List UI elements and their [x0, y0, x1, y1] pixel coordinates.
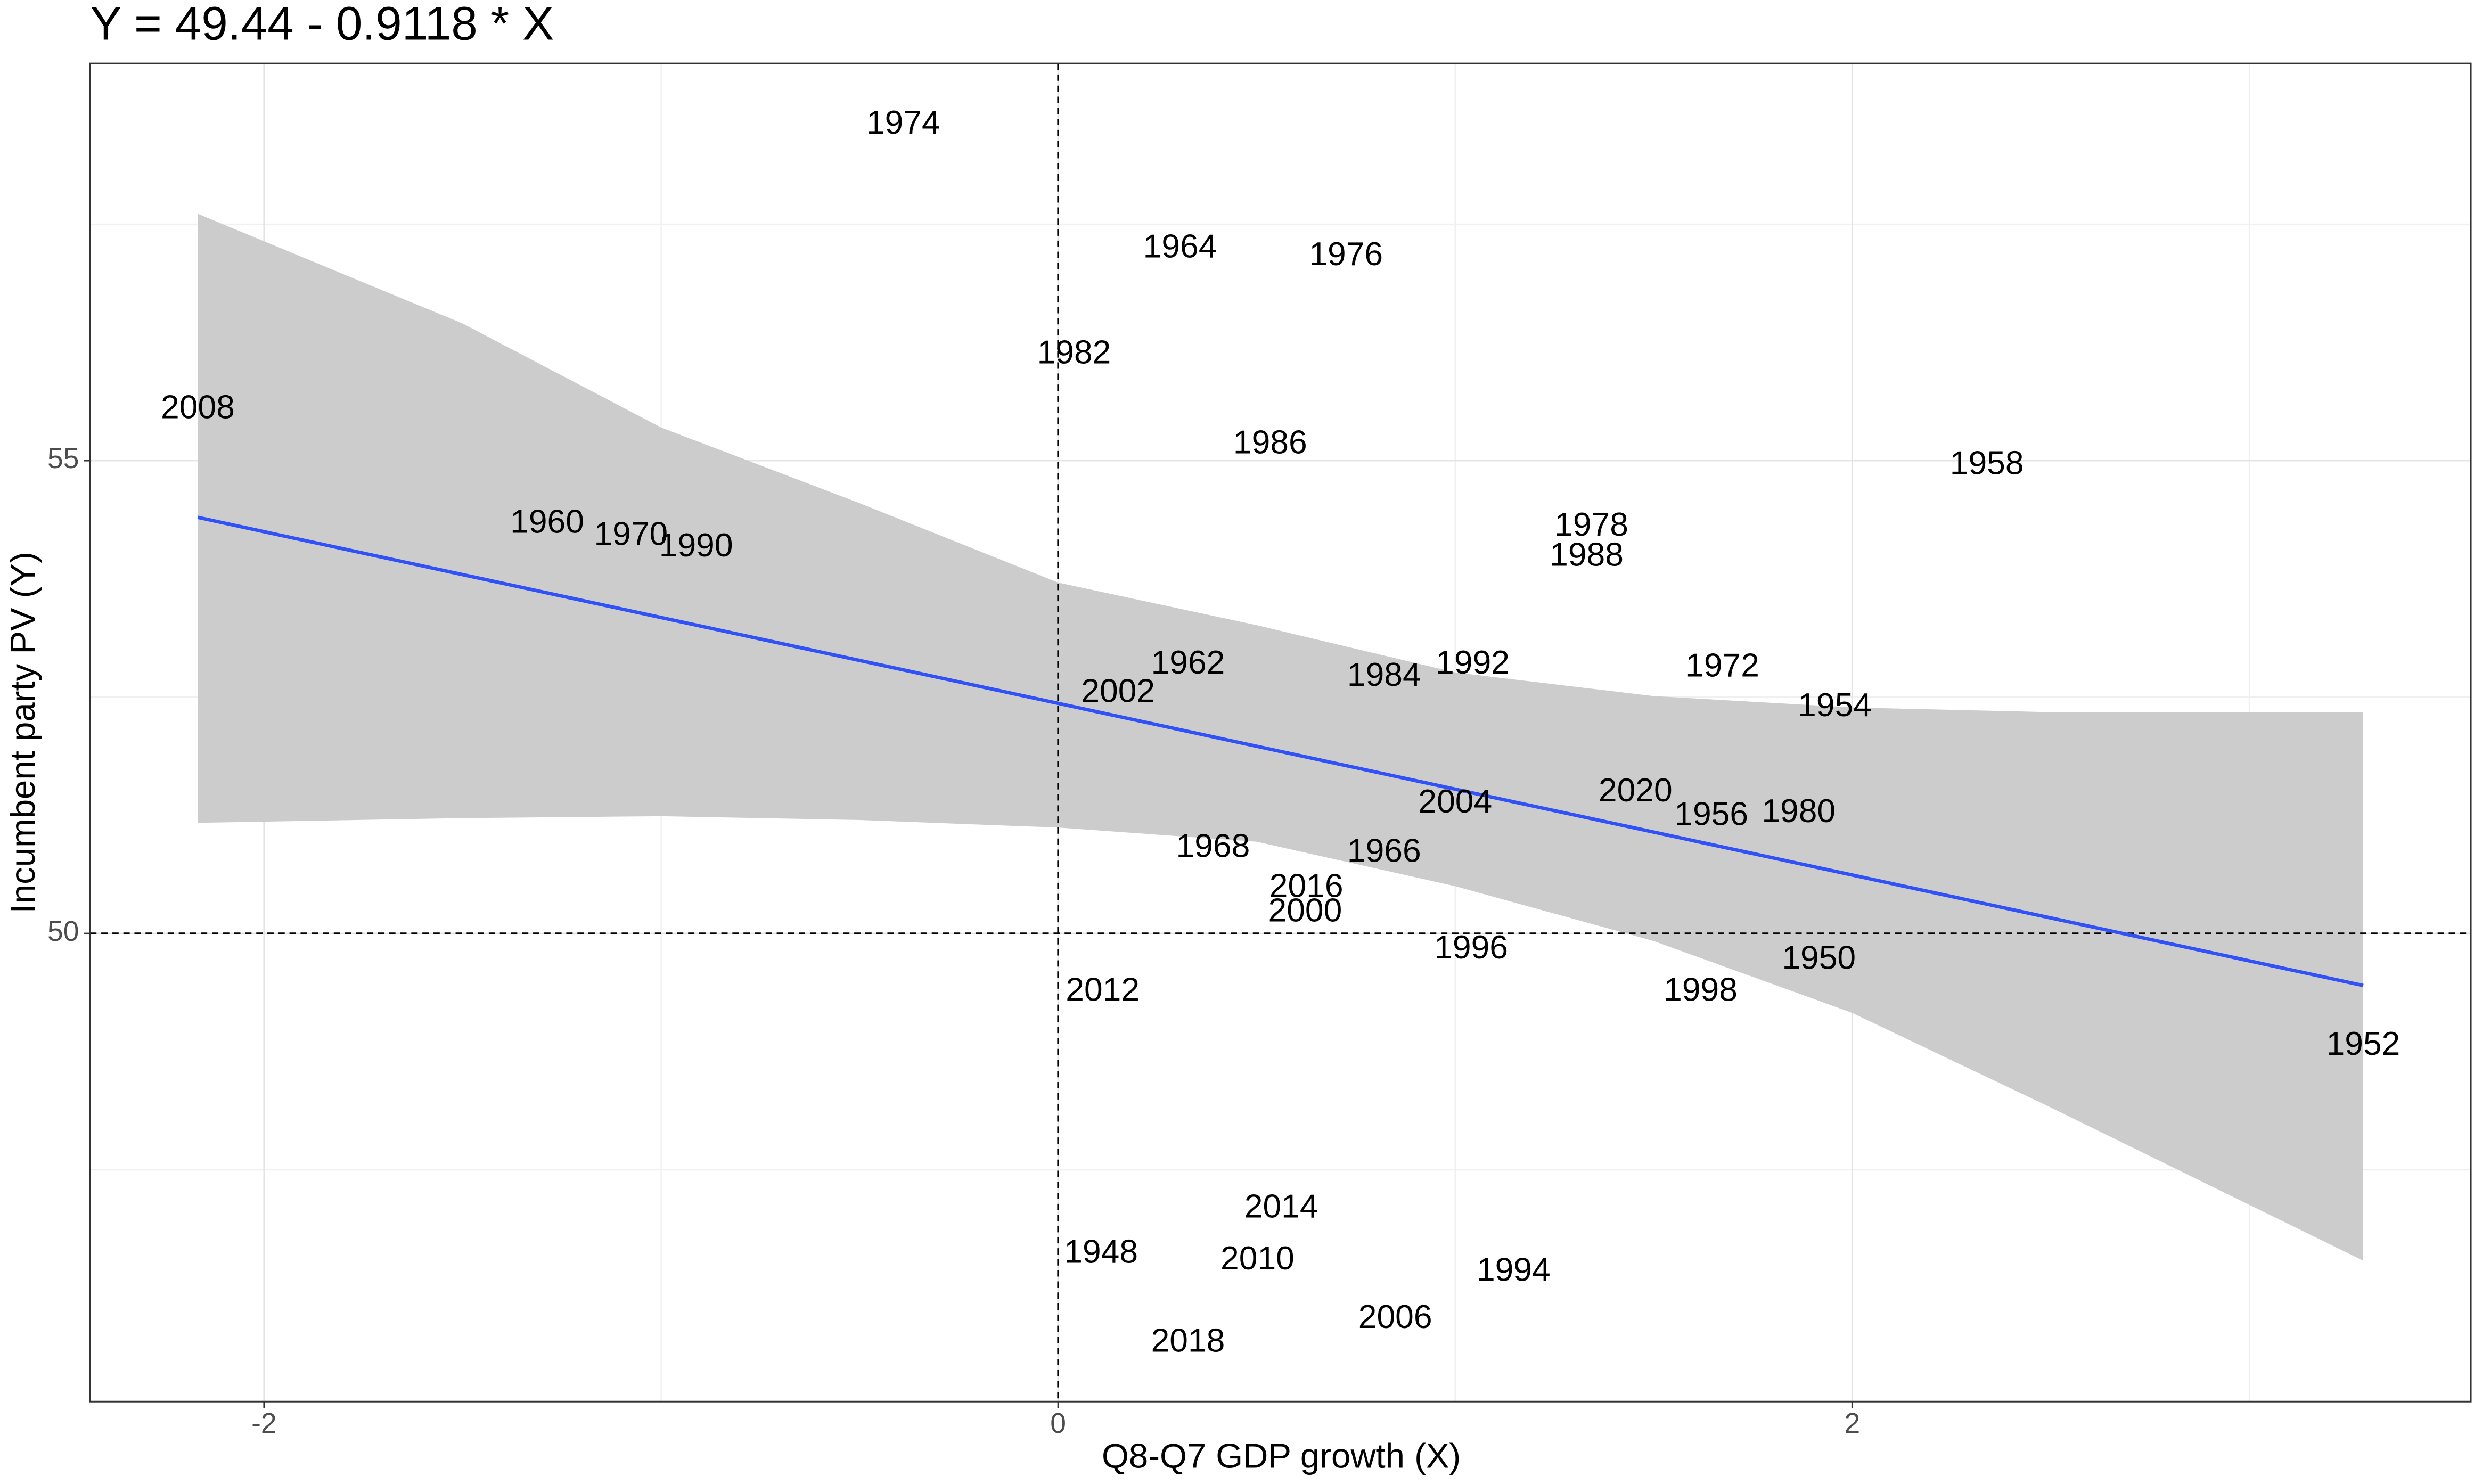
point-label: 1966	[1347, 833, 1421, 870]
x-axis-title: Q8-Q7 GDP growth (X)	[1102, 1436, 1461, 1475]
point-label: 1970	[594, 516, 668, 553]
point-label: 2004	[1418, 783, 1492, 820]
point-label: 1980	[1762, 793, 1836, 830]
point-label: 2008	[161, 389, 235, 426]
point-label: 1948	[1064, 1234, 1138, 1270]
y-tick-label: 50	[47, 916, 79, 947]
point-label: 2012	[1066, 972, 1140, 1009]
point-label: 2020	[1599, 772, 1673, 809]
point-label: 1954	[1798, 687, 1872, 724]
point-label: 2002	[1081, 673, 1155, 709]
point-label: 1992	[1436, 644, 1510, 681]
point-label: 1976	[1309, 236, 1383, 273]
point-label: 2014	[1244, 1188, 1318, 1225]
point-label: 2010	[1220, 1240, 1295, 1277]
point-label: 1982	[1037, 334, 1111, 371]
point-label: 1972	[1685, 647, 1759, 684]
point-label: 1962	[1151, 644, 1225, 681]
point-label: 1952	[2326, 1026, 2401, 1062]
plot-border	[89, 62, 2472, 1403]
point-label: 1998	[1664, 972, 1738, 1009]
point-label: 2018	[1151, 1323, 1225, 1359]
point-label: 1994	[1477, 1251, 1551, 1288]
point-label: 1960	[510, 504, 584, 540]
point-label: 1990	[659, 527, 733, 564]
point-label: 1988	[1550, 537, 1624, 573]
point-label: 1984	[1347, 657, 1421, 693]
point-label: 1978	[1554, 506, 1628, 543]
x-tick-label: 0	[1050, 1408, 1066, 1439]
confidence-band	[198, 214, 2363, 1261]
point-label: 1986	[1233, 424, 1307, 461]
x-tick-label: 2	[1845, 1408, 1861, 1439]
chart-title: Y = 49.44 - 0.9118 * X	[90, 0, 554, 50]
point-label: 1964	[1143, 228, 1217, 265]
y-tick-label: 55	[47, 443, 79, 474]
point-label: 1950	[1782, 939, 1856, 976]
point-label: 1968	[1176, 828, 1250, 865]
point-label: 2000	[1268, 892, 1342, 929]
point-label: 2006	[1358, 1299, 1432, 1335]
y-axis-title: Incumbent party PV (Y)	[3, 552, 42, 913]
point-label: 1974	[866, 104, 940, 141]
point-label: 1958	[1950, 445, 2024, 481]
fit-line	[197, 515, 2364, 987]
point-label: 2016	[1269, 867, 1344, 904]
point-label: 1956	[1674, 796, 1748, 832]
point-label: 1996	[1434, 929, 1508, 966]
x-tick-label: -2	[251, 1408, 277, 1439]
